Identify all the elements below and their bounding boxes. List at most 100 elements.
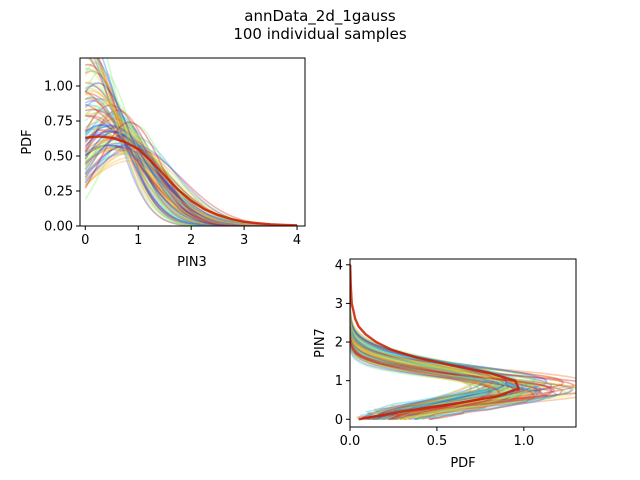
top-left-panel: 0 1 2 3 4 0.00 0.25 0.50 0.75 1.00 PIN3 PDF xyxy=(20,57,306,270)
sample-curve xyxy=(350,264,480,420)
sample-curve xyxy=(350,264,532,421)
sample-curve xyxy=(84,121,298,226)
sample-curve xyxy=(101,58,298,226)
sample-curve xyxy=(84,98,298,226)
sample-curve xyxy=(350,264,514,420)
x-tick-label: 1 xyxy=(134,233,142,248)
sample-curve xyxy=(350,264,555,420)
sample-curve xyxy=(85,97,298,226)
sample-curve xyxy=(350,264,477,421)
sample-curve xyxy=(350,264,519,421)
sample-curve xyxy=(350,264,572,420)
sample-curve xyxy=(350,264,537,421)
bottom-right-xlabel: PDF xyxy=(450,456,475,471)
sample-curve xyxy=(350,264,492,420)
y-tick-label: 0.00 xyxy=(44,220,73,235)
sample-curve xyxy=(350,264,536,420)
sample-curve xyxy=(350,264,503,421)
sample-curve xyxy=(350,264,505,421)
sample-curve xyxy=(88,58,298,226)
sample-curve xyxy=(350,264,532,421)
sample-curve xyxy=(84,137,298,226)
sample-curve xyxy=(350,264,535,421)
x-tick-label: 2 xyxy=(187,233,195,248)
sample-curve xyxy=(350,264,507,420)
sample-curve xyxy=(350,264,532,421)
bottom-right-ylabel: PIN7 xyxy=(313,328,328,358)
sample-curve xyxy=(350,264,517,421)
x-tick-label: 4 xyxy=(293,233,301,248)
sample-curve xyxy=(84,124,298,226)
top-left-ticks: 0 1 2 3 4 0.00 0.25 0.50 0.75 1.00 xyxy=(44,80,301,249)
sample-curve xyxy=(350,264,509,421)
sample-curve xyxy=(88,58,298,226)
sample-curve xyxy=(350,264,524,421)
sample-curve xyxy=(350,264,504,421)
sample-curve xyxy=(350,264,540,420)
sample-curve xyxy=(85,58,298,226)
x-tick-label: 3 xyxy=(240,233,248,248)
sample-curve xyxy=(350,264,486,421)
mean-curve xyxy=(350,264,521,421)
sample-curve xyxy=(85,89,298,226)
sample-curve xyxy=(350,264,471,421)
sample-curve xyxy=(350,264,530,421)
sample-curve xyxy=(97,58,298,226)
sample-curve xyxy=(350,264,528,420)
sample-curve xyxy=(84,98,298,226)
top-left-ylabel: PDF xyxy=(20,129,35,154)
sample-curve xyxy=(350,264,539,421)
y-tick-label: 4 xyxy=(335,258,343,273)
x-tick-label: 0.0 xyxy=(340,434,361,449)
y-tick-label: 3 xyxy=(335,297,343,312)
sample-curve xyxy=(350,264,542,421)
sample-curve xyxy=(350,264,576,421)
sample-curve xyxy=(350,264,510,420)
sample-curve xyxy=(84,103,298,226)
mean-curve xyxy=(85,135,298,226)
sample-curve xyxy=(350,264,534,421)
sample-curve xyxy=(84,104,298,226)
sample-curve xyxy=(350,264,548,421)
sample-curve xyxy=(350,264,534,420)
sample-curve xyxy=(85,66,298,226)
y-tick-label: 1 xyxy=(335,374,343,389)
sample-curve xyxy=(84,130,298,226)
figure-title-line2: 100 individual samples xyxy=(233,25,406,43)
sample-curve xyxy=(350,264,525,421)
y-tick-label: 0.25 xyxy=(44,185,73,200)
sample-curve xyxy=(350,264,502,420)
sample-curve xyxy=(350,264,480,421)
x-tick-label: 0 xyxy=(81,233,89,248)
sample-curve xyxy=(84,108,298,226)
sample-curve xyxy=(350,264,533,421)
sample-curve xyxy=(350,264,491,421)
y-tick-label: 0.75 xyxy=(44,115,73,130)
sample-curve xyxy=(84,69,298,226)
sample-curve xyxy=(85,81,298,226)
sample-curve xyxy=(350,264,564,420)
sample-curve xyxy=(350,264,497,421)
sample-curve xyxy=(84,118,298,226)
sample-curve xyxy=(84,144,298,226)
sample-curve xyxy=(84,85,298,226)
sample-curve xyxy=(85,68,298,226)
sample-curve xyxy=(96,58,298,226)
sample-curve xyxy=(350,264,485,420)
sample-curve xyxy=(350,264,509,421)
sample-curve xyxy=(84,123,298,226)
sample-curve xyxy=(350,264,497,421)
sample-curve xyxy=(350,264,514,420)
sample-curve xyxy=(84,121,298,226)
sample-curve xyxy=(84,138,298,226)
sample-curve xyxy=(95,58,298,226)
sample-curve xyxy=(350,264,526,421)
x-tick-label: 1.0 xyxy=(514,434,535,449)
sample-curve xyxy=(84,144,298,226)
sample-curve xyxy=(84,130,298,226)
sample-curve xyxy=(84,82,298,226)
x-tick-label: 0.5 xyxy=(427,434,448,449)
sample-curve xyxy=(350,264,564,420)
sample-curve xyxy=(350,264,539,421)
